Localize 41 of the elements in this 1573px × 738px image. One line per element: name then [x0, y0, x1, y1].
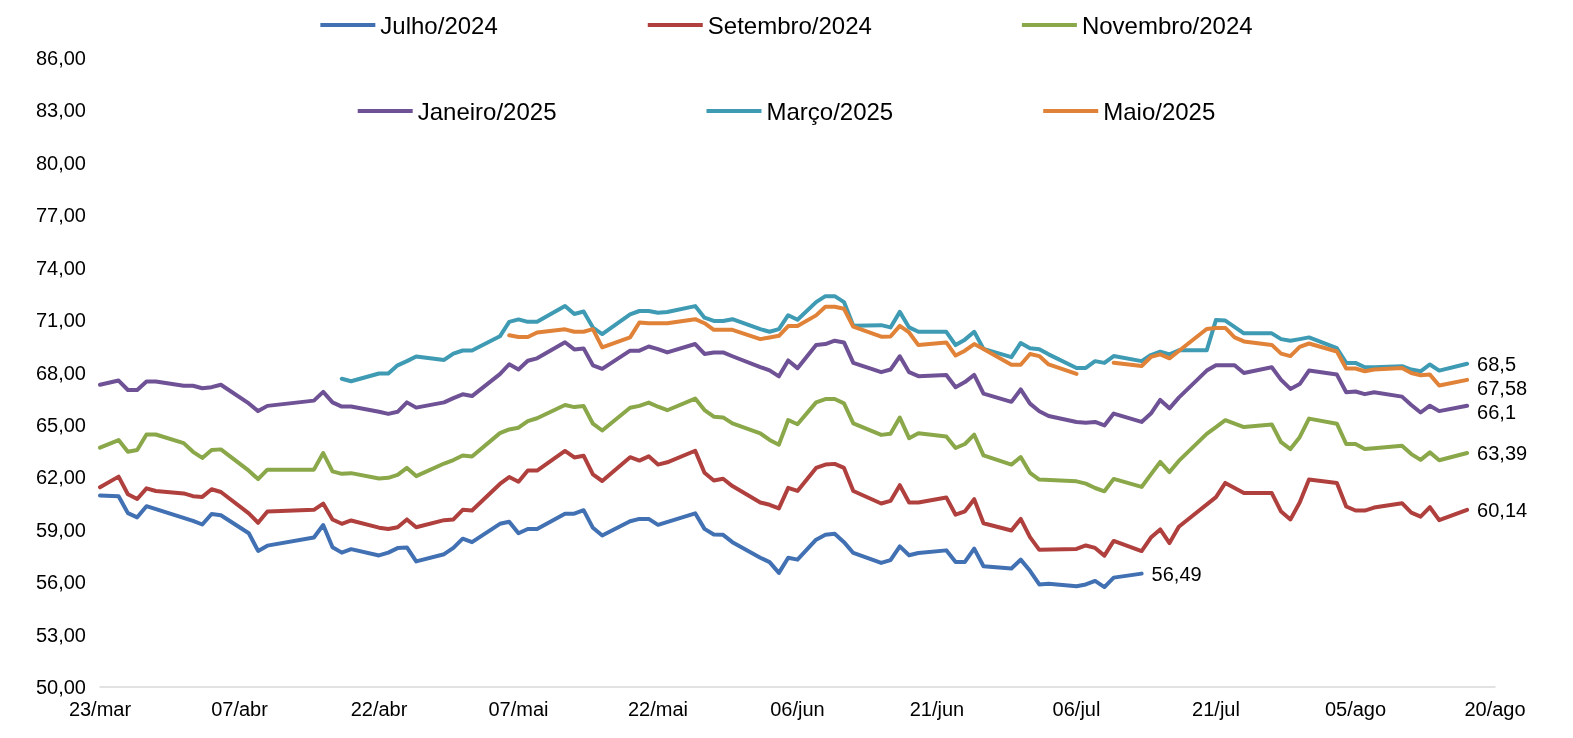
- x-tick-label: 22/abr: [350, 698, 408, 720]
- annotation: 67,58: [1477, 376, 1528, 399]
- legend-label: Novembro/2024: [1081, 11, 1253, 39]
- x-tick-label: 07/abr: [211, 698, 269, 720]
- line-series: [98, 396, 1470, 494]
- y-tick-label: 83,00: [35, 99, 86, 122]
- y-tick-label: 71,00: [35, 309, 86, 332]
- x-tick-label: 21/jun: [909, 698, 965, 720]
- line-series: [98, 493, 1144, 590]
- y-tick-label: 62,00: [35, 466, 86, 489]
- y-tick-label: 50,00: [35, 676, 86, 698]
- y-tick-label: 68,00: [35, 361, 86, 384]
- annotation: 63,39: [1477, 442, 1528, 465]
- x-tick-label: 06/jul: [1052, 698, 1101, 720]
- annotation: 60,14: [1477, 498, 1528, 521]
- x-tick-label: 20/ago: [1464, 698, 1526, 720]
- legend-label: Janeiro/2025: [417, 97, 557, 125]
- y-tick-label: 74,00: [35, 256, 86, 279]
- annotation: 66,1: [1477, 400, 1517, 423]
- y-tick-label: 77,00: [35, 204, 86, 227]
- legend-label: Setembro/2024: [707, 11, 872, 39]
- line-series: [98, 448, 1470, 558]
- legend-label: Março/2025: [766, 97, 894, 125]
- line-series: [339, 294, 1470, 384]
- x-tick-label: 21/jul: [1192, 698, 1240, 720]
- y-tick-label: 65,00: [35, 413, 86, 436]
- legend-label: Maio/2025: [1103, 97, 1216, 125]
- y-tick-label: 59,00: [35, 518, 86, 541]
- y-tick-label: 86,00: [35, 47, 86, 69]
- y-tick-label: 56,00: [35, 571, 86, 594]
- x-tick-label: 06/jun: [770, 698, 825, 720]
- x-tick-label: 22/mai: [627, 698, 689, 720]
- x-tick-label: 07/mai: [488, 698, 549, 720]
- y-tick-label: 80,00: [35, 151, 86, 174]
- annotation: 68,5: [1477, 352, 1517, 375]
- y-tick-label: 53,00: [35, 623, 86, 646]
- x-tick-label: 23/mar: [68, 698, 132, 720]
- x-tick-label: 05/ago: [1324, 698, 1387, 720]
- line-series: [98, 338, 1470, 428]
- legend-label: Julho/2024: [380, 11, 498, 39]
- annotation: 56,49: [1151, 562, 1202, 585]
